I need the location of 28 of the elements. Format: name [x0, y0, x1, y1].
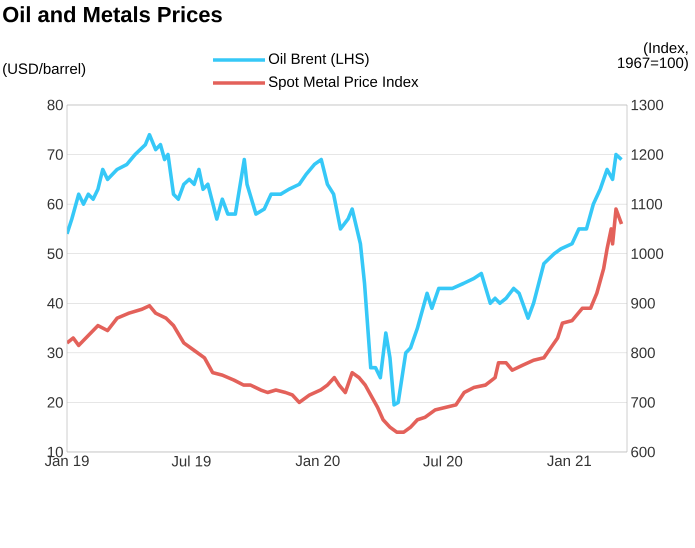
y-tick-label: 70 [48, 149, 63, 160]
y2-tick-label: 1000 [632, 248, 664, 259]
legend-label: Oil Brent (LHS) [268, 53, 369, 67]
line-series [67, 207, 624, 434]
y2-tick-label: 700 [631, 397, 655, 408]
x-tick-label: Jul 20 [423, 456, 462, 466]
y2-axis-title: (Index, 1967=100) [618, 42, 688, 72]
y2-tick-label: 1100 [632, 198, 662, 210]
y-tick-label: 20 [48, 397, 63, 408]
y-tick-label: 50 [47, 248, 63, 259]
y2-tick-label: 800 [631, 348, 655, 358]
x-tick-label: Jan 21 [547, 456, 591, 466]
y2-tick-label: 900 [631, 298, 655, 309]
y2-tick-label: 600 [631, 446, 655, 458]
x-tick-label: Jan 20 [296, 456, 340, 466]
y-tick-label: 60 [48, 198, 63, 210]
chart-title: Oil and Metals Prices [3, 6, 222, 22]
y-tick-label: 80 [48, 100, 63, 110]
x-tick-label: Jan 19 [44, 456, 89, 466]
y-tick-label: 30 [47, 348, 63, 358]
legend-label: Spot Metal Price Index [268, 76, 418, 90]
y-tick-label: 10 [48, 446, 63, 458]
y2-tick-label: 1200 [632, 149, 664, 160]
x-tick-label: Jul 19 [172, 456, 211, 466]
y2-tick-label: 1300 [632, 100, 664, 110]
line-series [67, 132, 624, 407]
y-tick-label: 40 [47, 298, 63, 309]
y-axis-title: (USD/barrel) [3, 63, 86, 77]
